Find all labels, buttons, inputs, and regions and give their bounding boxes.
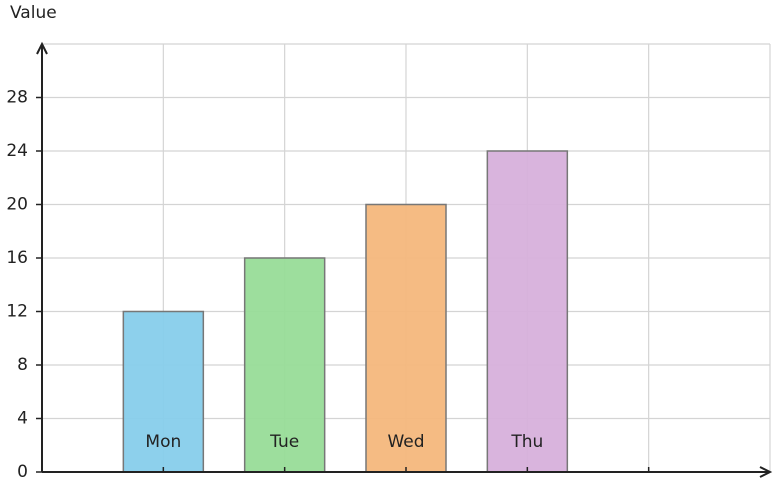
y-tick-label: 16	[6, 248, 28, 268]
y-tick-label: 12	[6, 302, 28, 322]
bar	[243, 257, 326, 473]
y-tick-label: 28	[6, 88, 28, 108]
x-tick-label: Tue	[269, 432, 299, 452]
x-tick-label: Thu	[510, 432, 543, 452]
bar	[122, 310, 205, 473]
y-axis-arrow	[36, 41, 48, 55]
y-tick-label: 20	[6, 195, 28, 215]
y-axis-label: Value	[10, 3, 57, 23]
y-tick-label: 0	[17, 462, 28, 482]
x-tick-label: Mon	[145, 432, 181, 452]
x-tick-label: Wed	[387, 432, 424, 452]
y-tick-label: 4	[17, 409, 28, 429]
x-axis-arrow	[759, 466, 773, 478]
bar	[486, 150, 569, 473]
y-tick-label: 24	[6, 141, 28, 161]
y-tick-label: 8	[17, 355, 28, 375]
